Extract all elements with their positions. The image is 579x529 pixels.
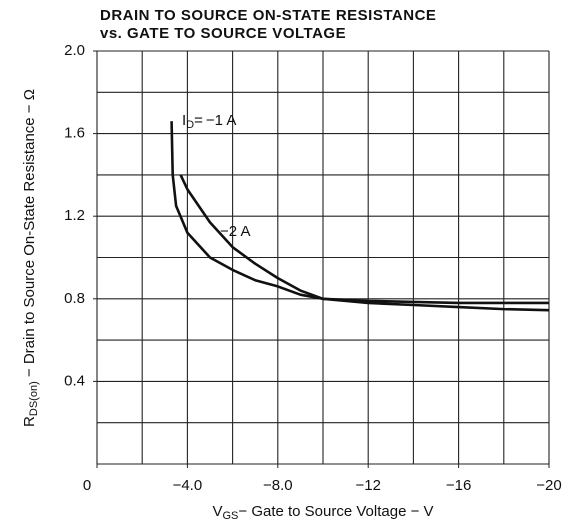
x-tick-label: −12 [355, 477, 380, 494]
x-tick-label: −16 [446, 477, 471, 494]
legend-entry: −2 A [220, 223, 250, 240]
x-axis-label: VGS− Gate to Source Voltage − V [212, 503, 433, 522]
y-tick-label: 1.6 [64, 125, 85, 142]
chart-title: DRAIN TO SOURCE ON-STATE RESISTANCE [100, 7, 436, 24]
y-tick-label: 2.0 [64, 42, 85, 59]
x-tick-label: −8.0 [263, 477, 293, 494]
x-tick-label: −20 [536, 477, 561, 494]
chart-title: vs. GATE TO SOURCE VOLTAGE [100, 25, 346, 42]
y-tick-label: 0.4 [64, 372, 85, 389]
y-tick-label: 1.2 [64, 207, 85, 224]
label-part: = [194, 112, 203, 129]
series-label: ID= −1 A [182, 112, 236, 131]
y-tick-label: 0.8 [64, 290, 85, 307]
line [179, 174, 549, 305]
x-tick-label: −4.0 [173, 477, 203, 494]
line [170, 121, 550, 312]
legend-entry: −1 A [206, 112, 236, 129]
x-tick-label: 0 [83, 477, 91, 494]
label-part: D [186, 119, 194, 131]
label-part: I [182, 112, 186, 129]
y-axis-label: RDS(on) − Drain to Source On-State Resis… [21, 89, 40, 427]
